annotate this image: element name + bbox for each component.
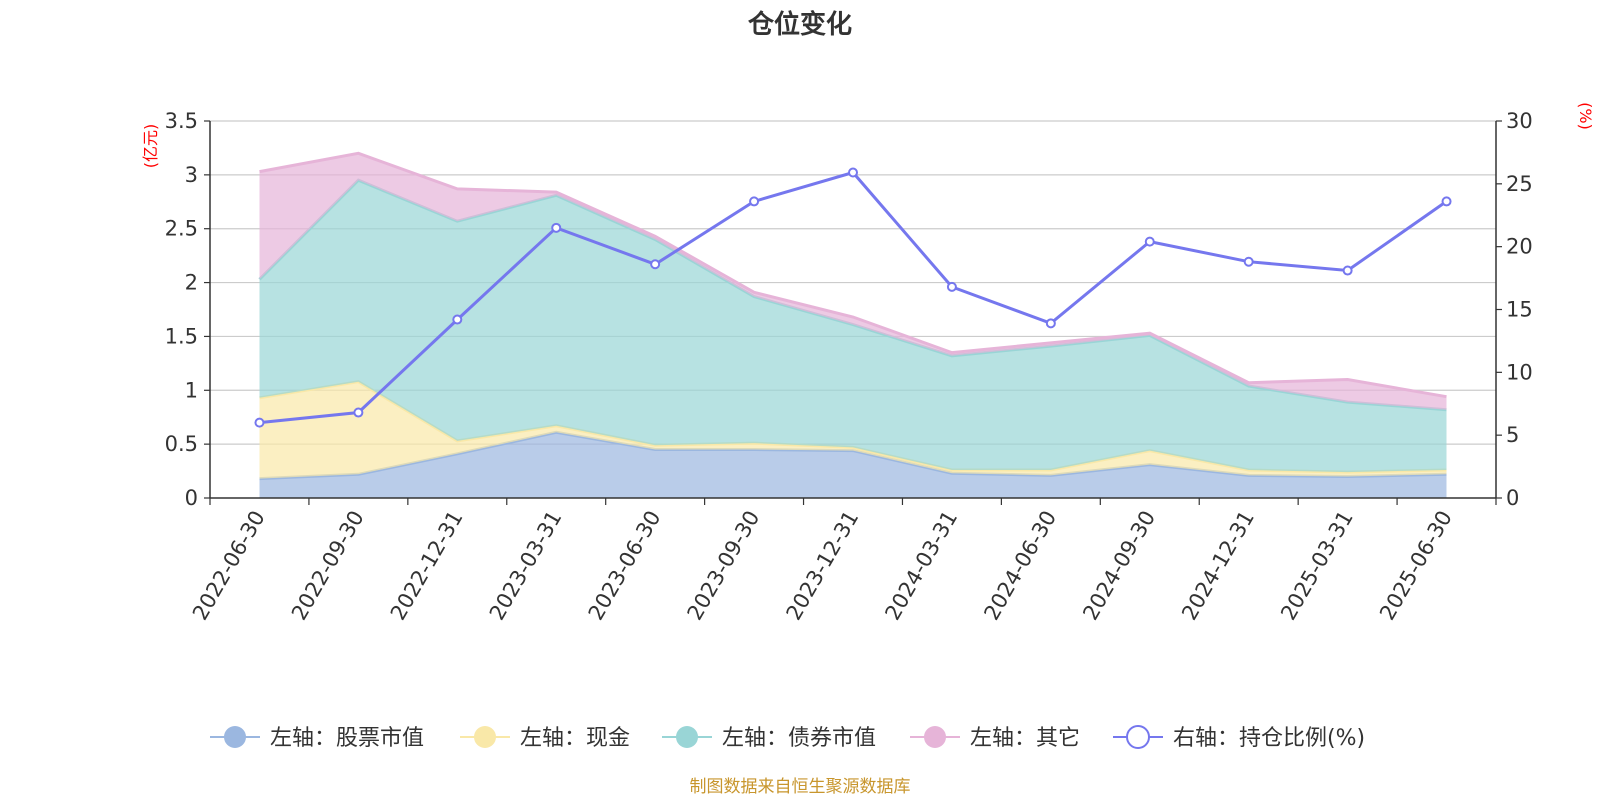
ratio-point [353, 407, 364, 418]
ratio-point [946, 281, 957, 292]
ratio-point [1243, 256, 1254, 267]
x-axis-tick-label: 2024-06-30 [979, 507, 1061, 625]
area-series-2 [259, 381, 1447, 479]
ratio-point [254, 417, 265, 428]
ratio-point [452, 314, 463, 325]
x-axis-tick-label: 2024-09-30 [1078, 507, 1160, 625]
right-axis-tick-label: 30 [1506, 109, 1533, 133]
left-axis-tick-label: 2 [185, 271, 198, 295]
legend-item: 左轴：债券市值 [662, 726, 876, 751]
legend-label: 左轴：债券市值 [722, 726, 876, 751]
legend: 左轴：股票市值 左轴：现金 左轴：债券市值 左轴：其它 右轴：持仓比例(%) [210, 725, 1365, 751]
ratio-point [848, 167, 858, 178]
right-axis-tick-label: 15 [1506, 298, 1533, 322]
legend-item: 左轴：其它 [910, 726, 1080, 751]
ratio-point [1441, 196, 1452, 207]
area-series-edge-4 [259, 151, 1447, 399]
legend-label: 左轴：其它 [970, 726, 1080, 751]
ratio-point [551, 222, 562, 233]
left-axis-tick-label: 1 [185, 378, 198, 402]
left-axis-tick-label: 3.5 [165, 109, 198, 133]
chart-title: 仓位变化 [747, 9, 852, 40]
legend-marker [676, 726, 698, 748]
x-axis-tick-label: 2025-06-30 [1375, 507, 1457, 625]
data-source-note: 制图数据来自恒生聚源数据库 [690, 777, 911, 797]
ratio-point [1045, 318, 1056, 329]
x-axis-tick-label: 2023-06-30 [584, 507, 666, 625]
left-axis-unit: (亿元) [141, 124, 160, 169]
ratio-point [749, 196, 760, 207]
x-axis-tick-label: 2025-03-31 [1276, 507, 1358, 625]
legend-item: 右轴：持仓比例(%) [1113, 725, 1365, 751]
left-axis-tick-label: 2.5 [165, 217, 198, 241]
ratio-point [1342, 265, 1353, 276]
x-axis-tick-label: 2024-12-31 [1177, 507, 1259, 625]
legend-marker [1126, 725, 1150, 749]
ratio-point [1144, 236, 1155, 247]
right-axis-tick-label: 0 [1506, 486, 1519, 510]
ratio-point [650, 259, 661, 270]
stacked-areas [258, 151, 1447, 498]
x-axis-tick-label: 2023-12-31 [782, 507, 864, 625]
x-axis-tick-label: 2022-12-31 [386, 507, 468, 625]
left-axis-tick-label: 1.5 [165, 324, 198, 348]
right-axis-tick-label: 5 [1506, 423, 1519, 447]
legend-marker [474, 726, 496, 748]
legend-marker [924, 726, 946, 748]
right-axis-tick-label: 25 [1506, 172, 1533, 196]
x-axis-tick-label: 2023-03-31 [485, 507, 567, 625]
x-axis-tick-label: 2022-06-30 [188, 507, 270, 625]
legend-label: 右轴：持仓比例(%) [1173, 726, 1365, 751]
right-axis-tick-label: 10 [1506, 360, 1533, 384]
right-axis-unit: (%) [1576, 102, 1595, 130]
x-axis-tick-label: 2022-09-30 [287, 507, 369, 625]
legend-item: 左轴：股票市值 [210, 726, 424, 751]
area-series-4 [259, 153, 1447, 410]
ratio-line [254, 167, 1452, 428]
left-axis-tick-label: 0 [185, 486, 198, 510]
left-axis-tick-label: 0.5 [165, 432, 198, 456]
area-series-1 [259, 432, 1447, 498]
legend-label: 左轴：股票市值 [270, 726, 424, 751]
x-axis-tick-label: 2024-03-31 [880, 507, 962, 625]
left-axis-tick-label: 3 [185, 163, 198, 187]
right-axis-tick-label: 20 [1506, 235, 1533, 259]
legend-marker [224, 726, 246, 748]
x-axis-tick-label: 2023-09-30 [683, 507, 765, 625]
legend-item: 左轴：现金 [460, 726, 630, 751]
legend-label: 左轴：现金 [520, 726, 630, 751]
